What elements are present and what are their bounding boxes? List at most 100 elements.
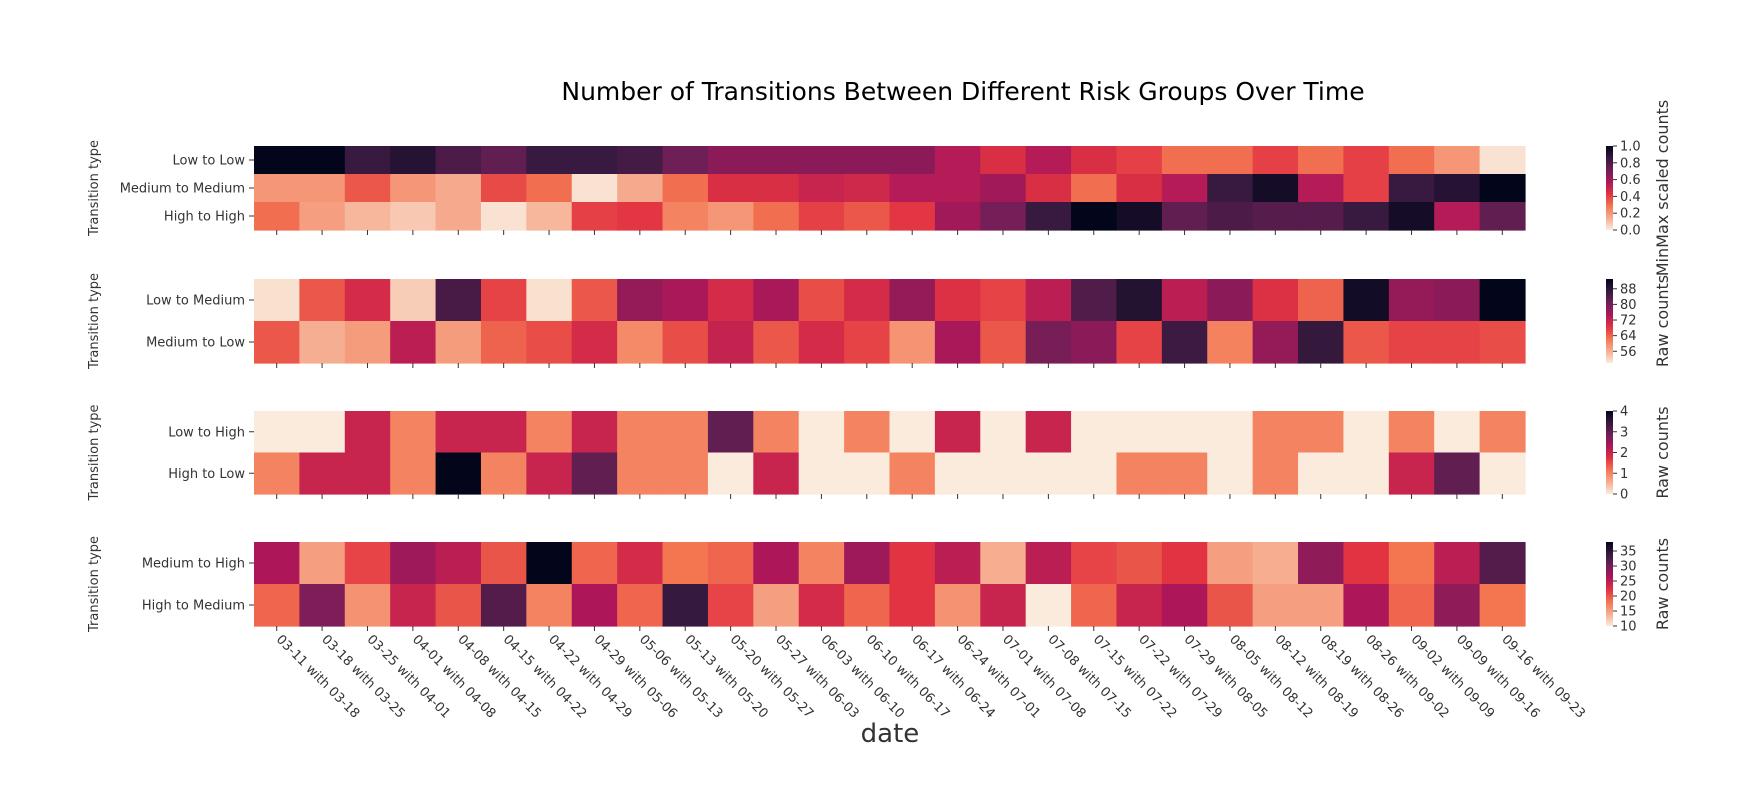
heatmap-cell [1071, 452, 1118, 495]
heatmap-panel-4: Transition type Medium to High High to Med… [87, 536, 1672, 635]
heatmap-cell [1161, 542, 1208, 585]
colorbar-tick-label: 10 [1620, 620, 1637, 635]
heatmap-cell [299, 174, 346, 203]
heatmap-cell [390, 452, 437, 495]
heatmap-cell [889, 584, 936, 627]
heatmap-cell [1071, 146, 1118, 175]
colorbar-gradient [1606, 542, 1613, 626]
x-tick-label: 05-20 with 05-27 [727, 632, 816, 721]
heatmap-cell [753, 202, 800, 231]
row-label: Low to High [168, 425, 245, 440]
heatmap-cell [1479, 542, 1526, 585]
heatmap-cell [1207, 279, 1254, 322]
heatmap-cell [1388, 321, 1435, 364]
heatmap-cell [1207, 452, 1254, 495]
heatmap-cell [390, 146, 437, 175]
colorbar-tick-label: 80 [1620, 298, 1637, 313]
heatmap-cell [344, 584, 391, 627]
heatmap-cell [526, 321, 573, 364]
heatmap-cell [1298, 452, 1345, 495]
colorbar-tick-label: 72 [1620, 314, 1637, 329]
heatmap-cell [662, 174, 709, 203]
x-tick-label: 07-29 with 08-05 [1181, 632, 1270, 721]
heatmap-cell [617, 321, 664, 364]
x-tick-label: 08-12 with 08-19 [1272, 632, 1361, 721]
heatmap-cell [1388, 174, 1435, 203]
heatmap-cell [1025, 452, 1072, 495]
heatmap-cell [526, 146, 573, 175]
heatmap-panel-3: Transition type Low to High High to Low 0 1 2… [87, 404, 1672, 502]
heatmap-cell [753, 279, 800, 322]
heatmap-cell [480, 452, 527, 495]
heatmap-cell [571, 279, 618, 322]
heatmap-cell [980, 411, 1027, 454]
heatmap-cell [1252, 452, 1299, 495]
heatmap-cell [617, 584, 664, 627]
colorbar-tick-label: 64 [1620, 329, 1637, 344]
heatmap-cell [1434, 542, 1481, 585]
heatmap-cell [254, 584, 300, 627]
chart-title: Number of Transitions Between Different … [561, 77, 1364, 106]
heatmap-cell [1479, 584, 1526, 627]
heatmap-cell [1116, 452, 1163, 495]
heatmap-cell [526, 174, 573, 203]
heatmap-cell [390, 202, 437, 231]
colorbar-tick-label: 3 [1620, 425, 1628, 440]
heatmap-cell [662, 202, 709, 231]
heatmap-cell [1343, 146, 1390, 175]
colorbar-tick-label: 0.0 [1620, 224, 1641, 239]
heatmap-cell [254, 174, 300, 203]
colorbar-tick-label: 0.8 [1620, 156, 1641, 171]
heatmap-cell [1161, 146, 1208, 175]
heatmap-cell [435, 452, 482, 495]
x-tick-label: 05-13 with 05-20 [681, 632, 770, 721]
y-axis-label: Transition type [87, 273, 102, 370]
heatmap-cell [571, 202, 618, 231]
heatmap-cell [1252, 146, 1299, 175]
heatmap-cell [617, 279, 664, 322]
heatmap-cell [1343, 174, 1390, 203]
heatmap-cell [798, 584, 845, 627]
heatmap-cell [844, 321, 891, 364]
heatmap-cell [344, 279, 391, 322]
heatmap-cell [1298, 146, 1345, 175]
heatmap-cell [707, 542, 754, 585]
heatmap-cell [798, 411, 845, 454]
heatmap-cell [889, 411, 936, 454]
heatmap-cell [1025, 584, 1072, 627]
heatmap-cell [299, 202, 346, 231]
colorbar: 0.0 0.2 0.4 0.6 0.81.0 MinMax scaled counts [1606, 100, 1672, 276]
heatmap-cell [662, 321, 709, 364]
y-axis-label: Transition type [87, 536, 102, 633]
heatmap-cell [617, 411, 664, 454]
heatmap-cell [1071, 584, 1118, 627]
heatmap-cell [1343, 452, 1390, 495]
heatmap-cell [889, 542, 936, 585]
heatmap-cell [1298, 542, 1345, 585]
heatmap-cell [1116, 411, 1163, 454]
heatmap-cell [480, 279, 527, 322]
heatmap-cell [753, 174, 800, 203]
heatmap-cell [1343, 279, 1390, 322]
x-tick-label: 06-10 with 06-17 [863, 632, 952, 721]
heatmap-cell [934, 584, 981, 627]
x-tick-label: 08-05 with 08-12 [1226, 632, 1315, 721]
heatmap-cell [526, 279, 573, 322]
heatmap-cell [571, 321, 618, 364]
heatmap-cell [1207, 146, 1254, 175]
heatmap-cell [1434, 279, 1481, 322]
heatmap-cell [1071, 321, 1118, 364]
heatmap-cell [1116, 202, 1163, 231]
heatmap-cell [299, 321, 346, 364]
heatmap-cell [1388, 542, 1435, 585]
heatmap-cell [753, 411, 800, 454]
heatmap-cell [435, 584, 482, 627]
heatmap-cell [889, 321, 936, 364]
heatmap-cell [980, 452, 1027, 495]
heatmap-cell [1434, 146, 1481, 175]
colorbar-tick-label: 1 [1620, 467, 1628, 482]
heatmap-cell [1434, 321, 1481, 364]
heatmap-cell [1025, 202, 1072, 231]
heatmap-cell [844, 174, 891, 203]
